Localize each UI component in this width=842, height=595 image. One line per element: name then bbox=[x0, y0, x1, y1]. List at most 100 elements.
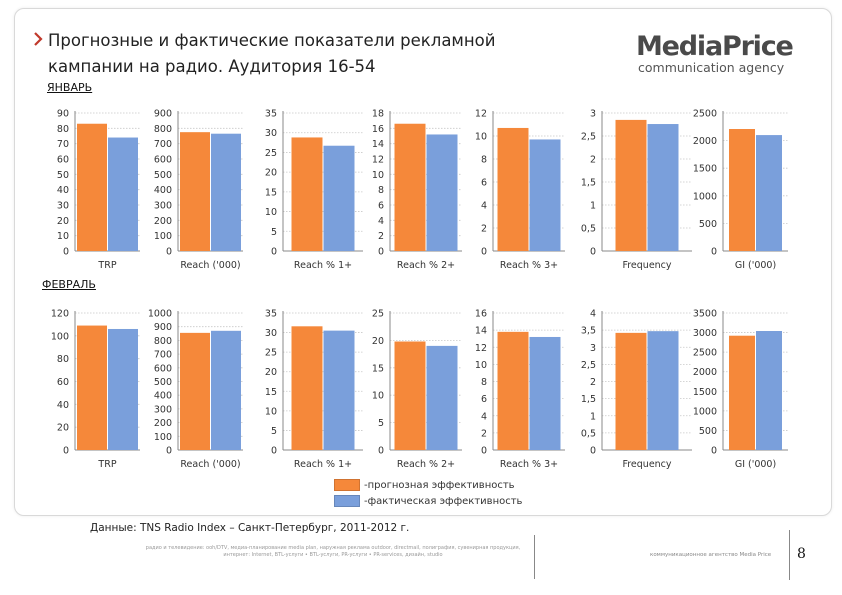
bar-actual bbox=[647, 124, 679, 251]
bar-actual bbox=[529, 139, 561, 251]
tick-label: 40 bbox=[57, 185, 69, 196]
legend-label-forecast: -прогнозная эффективность bbox=[364, 479, 515, 491]
bar-actual bbox=[211, 330, 241, 450]
tick-label: 0 bbox=[590, 446, 596, 457]
x-axis-label: GI ('000) bbox=[735, 260, 776, 271]
tick-label: 4 bbox=[378, 216, 384, 227]
tick-label: 200 bbox=[154, 216, 172, 227]
tick-label: 0 bbox=[378, 247, 384, 258]
tick-label: 8 bbox=[481, 377, 487, 388]
tick-label: 5 bbox=[271, 426, 277, 437]
bar-actual bbox=[647, 331, 679, 450]
tick-label: 2000 bbox=[693, 136, 717, 147]
divider bbox=[534, 535, 535, 579]
logo-sub-text: communication agency bbox=[638, 60, 785, 75]
tick-label: 16 bbox=[475, 309, 487, 320]
tick-label: 12 bbox=[475, 109, 487, 120]
tick-label: 18 bbox=[372, 109, 384, 120]
source-note: Данные: TNS Radio Index – Санкт-Петербур… bbox=[90, 522, 410, 534]
title-line-1: Прогнозные и фактические показатели рекл… bbox=[48, 31, 496, 50]
legend-swatch-actual bbox=[334, 495, 360, 507]
x-axis-label: Reach ('000) bbox=[180, 459, 240, 470]
month-label-january: ЯНВАРЬ bbox=[47, 81, 93, 94]
tick-label: 500 bbox=[154, 170, 172, 181]
tick-label: 30 bbox=[265, 128, 277, 139]
tick-label: 700 bbox=[154, 350, 172, 361]
legend: -прогнозная эффективность -фактическая э… bbox=[334, 477, 522, 509]
agency-text: коммуникационное агентство Media Price bbox=[650, 552, 772, 558]
tick-label: 100 bbox=[154, 231, 172, 242]
x-axis-label: GI ('000) bbox=[735, 459, 776, 470]
x-axis-label: Reach % 2+ bbox=[397, 459, 455, 470]
fine-print: радио и телевидение: ooh/DTV, медиа-план… bbox=[145, 545, 521, 558]
tick-label: 10 bbox=[265, 207, 277, 218]
tick-label: 25 bbox=[372, 309, 384, 320]
tick-label: 3 bbox=[590, 343, 596, 354]
page-title: Прогнозные и фактические показатели рекл… bbox=[48, 28, 568, 80]
x-axis-label: TRP bbox=[97, 459, 116, 470]
tick-label: 100 bbox=[154, 432, 172, 443]
tick-label: 8 bbox=[481, 155, 487, 166]
tick-label: 2500 bbox=[693, 109, 717, 120]
tick-label: 500 bbox=[699, 219, 717, 230]
tick-label: 300 bbox=[154, 201, 172, 212]
tick-label: 20 bbox=[57, 423, 69, 434]
bar-actual bbox=[108, 137, 138, 251]
tick-label: 20 bbox=[265, 168, 277, 179]
bar-actual bbox=[211, 133, 241, 251]
tick-label: 0 bbox=[166, 446, 172, 457]
x-axis-label: Reach % 3+ bbox=[500, 260, 558, 271]
tick-label: 25 bbox=[265, 148, 277, 159]
tick-label: 1 bbox=[590, 201, 596, 212]
bar-actual bbox=[426, 134, 458, 251]
bar-forecast bbox=[729, 335, 755, 450]
bar-forecast bbox=[394, 341, 426, 450]
legend-label-actual: -фактическая эффективность bbox=[364, 495, 523, 507]
tick-label: 2 bbox=[481, 224, 487, 235]
tick-label: 30 bbox=[265, 328, 277, 339]
tick-label: 0 bbox=[63, 446, 69, 457]
tick-label: 10 bbox=[372, 170, 384, 181]
tick-label: 0,5 bbox=[581, 224, 596, 235]
tick-label: 6 bbox=[481, 178, 487, 189]
tick-label: 100 bbox=[51, 331, 69, 342]
x-axis-label: Frequency bbox=[622, 459, 671, 470]
bar-forecast bbox=[394, 123, 426, 251]
x-axis-label: Reach % 2+ bbox=[397, 260, 455, 271]
tick-label: 70 bbox=[57, 139, 69, 150]
tick-label: 1 bbox=[590, 411, 596, 422]
bar-actual bbox=[756, 135, 782, 251]
tick-label: 80 bbox=[57, 354, 69, 365]
legend-swatch-forecast bbox=[334, 479, 360, 491]
tick-label: 90 bbox=[57, 109, 69, 120]
tick-label: 10 bbox=[57, 231, 69, 242]
bar-actual bbox=[756, 331, 782, 450]
tick-label: 1000 bbox=[148, 309, 172, 320]
tick-label: 1,5 bbox=[581, 178, 596, 189]
bar-actual bbox=[426, 345, 458, 450]
legend-item-actual: -фактическая эффективность bbox=[334, 493, 522, 509]
title-line-2: кампании на радио. Аудитория 16-54 bbox=[48, 57, 376, 76]
tick-label: 1000 bbox=[693, 406, 717, 417]
tick-label: 15 bbox=[265, 387, 277, 398]
tick-label: 40 bbox=[57, 400, 69, 411]
x-axis-label: Frequency bbox=[622, 260, 671, 271]
tick-label: 8 bbox=[378, 185, 384, 196]
tick-label: 5 bbox=[378, 418, 384, 429]
tick-label: 0 bbox=[271, 247, 277, 258]
divider-page bbox=[789, 530, 790, 580]
page-number: 8 bbox=[797, 546, 806, 562]
bar-forecast bbox=[497, 127, 529, 251]
x-axis-label: Reach % 1+ bbox=[294, 260, 352, 271]
tick-label: 800 bbox=[154, 336, 172, 347]
bar-forecast bbox=[729, 129, 755, 251]
tick-label: 4 bbox=[590, 309, 596, 320]
bar-actual bbox=[529, 336, 561, 450]
logo: MediaPrice communication agency bbox=[636, 33, 806, 75]
tick-label: 15 bbox=[372, 363, 384, 374]
tick-label: 4 bbox=[481, 411, 487, 422]
tick-label: 25 bbox=[265, 348, 277, 359]
bar-forecast bbox=[77, 325, 107, 450]
tick-label: 300 bbox=[154, 404, 172, 415]
